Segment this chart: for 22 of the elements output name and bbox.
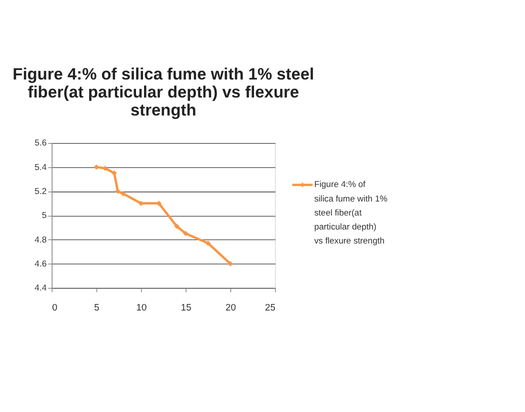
point: [228, 261, 233, 266]
point: [205, 240, 211, 246]
x-tick-label: 0: [52, 301, 58, 312]
point: [120, 191, 126, 196]
point: [183, 230, 188, 236]
y-tick-label: 5: [42, 210, 47, 220]
y-tick-label: 5.2: [34, 186, 47, 196]
chart-title: Figure 4:% of silica fume with 1% steel fiber(at particular depth) vs flexure strength: [12, 65, 314, 120]
point: [174, 224, 180, 229]
x-tick-label: 15: [180, 301, 192, 312]
y-tick-label: 5.6: [34, 138, 47, 148]
point: [102, 166, 108, 171]
y-tick-label: 4.8: [34, 234, 47, 244]
point: [115, 188, 120, 194]
y-tick-label: 4.4: [34, 282, 47, 293]
x-tick-label: 20: [226, 301, 236, 312]
y-tick-label: 4.6: [34, 258, 47, 268]
x-tick-label: 25: [264, 301, 276, 312]
x-tick-label: 10: [136, 301, 147, 312]
x-tick-label: 5: [94, 301, 100, 312]
legend-label: Figure 4:% of silica fume with 1% steel fiber(at particular depth) vs flexure strength: [314, 179, 388, 246]
y-tick-label: 5.4: [34, 162, 47, 172]
